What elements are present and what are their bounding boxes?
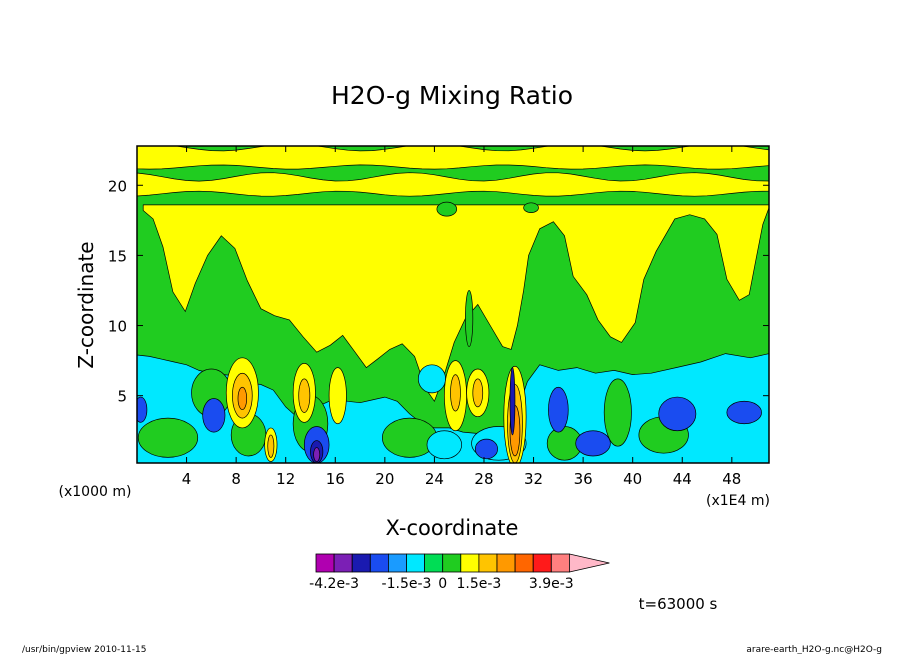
colorbar-swatch <box>550 553 570 573</box>
x-tick-label: 24 <box>425 470 444 488</box>
field-region <box>417 364 446 394</box>
field-region <box>237 386 248 411</box>
colorbar-tick-label: -1.5e-3 <box>382 576 432 592</box>
x-tick-label: 16 <box>326 470 345 488</box>
field-region <box>436 201 458 217</box>
colorbar-tick-label: 1.5e-3 <box>456 576 501 592</box>
x-tick-label: 8 <box>231 470 241 488</box>
field-region <box>658 396 697 432</box>
field-region <box>575 430 611 457</box>
x-tick-label: 48 <box>722 470 741 488</box>
y-axis-scale-label: (x1000 m) <box>59 484 132 500</box>
colorbar-swatch <box>442 553 462 573</box>
chart-title: H2O-g Mixing Ratio <box>331 81 573 110</box>
footer-right: arare-earth_H2O-g.nc@H2O-g <box>746 645 882 654</box>
colorbar-swatch <box>478 553 498 573</box>
field-region <box>298 378 311 413</box>
field-region <box>472 378 484 408</box>
y-tick-label: 15 <box>108 247 127 265</box>
footer-left: /usr/bin/gpview 2010-11-15 <box>22 645 146 654</box>
x-axis-scale-label: (x1E4 m) <box>706 493 770 509</box>
colorbar-tick-label: -4.2e-3 <box>309 576 359 592</box>
colorbar-tick-label: 0 <box>438 576 447 592</box>
x-tick-label: 40 <box>623 470 642 488</box>
colorbar <box>315 553 610 573</box>
field-region <box>465 290 474 347</box>
y-axis-label: Z-coordinate <box>74 241 98 368</box>
field-region <box>137 172 769 197</box>
x-tick-label: 36 <box>574 470 593 488</box>
field-region <box>726 400 762 425</box>
field-region <box>474 438 498 460</box>
field-region <box>548 386 569 433</box>
x-axis-label: X-coordinate <box>386 516 519 540</box>
colorbar-swatch <box>315 553 335 573</box>
mixing-ratio-field <box>137 146 769 463</box>
x-axis-ticks: 4 8 12 16 20 24 28 32 36 40 44 48 <box>182 146 741 488</box>
x-tick-label: 32 <box>524 470 543 488</box>
colorbar-extension-arrow <box>569 553 610 573</box>
field-region <box>137 417 199 458</box>
x-tick-label: 44 <box>673 470 692 488</box>
colorbar-swatch <box>387 553 407 573</box>
field-region <box>509 367 516 436</box>
colorbar-swatch <box>369 553 389 573</box>
colorbar-swatch <box>496 553 516 573</box>
y-tick-label: 5 <box>117 388 127 406</box>
colorbar-swatch <box>532 553 552 573</box>
colorbar-tick-label: 3.9e-3 <box>529 576 574 592</box>
field-region <box>202 398 226 433</box>
field-region <box>450 374 461 412</box>
y-tick-label: 10 <box>108 318 127 336</box>
colorbar-tick-labels: -4.2e-3 -1.5e-3 0 1.5e-3 3.9e-3 <box>309 576 574 592</box>
colorbar-swatch <box>406 553 426 573</box>
field-region <box>137 396 148 423</box>
field-region <box>267 434 275 458</box>
time-label: t=63000 s <box>639 595 718 613</box>
plot-frame <box>136 145 770 464</box>
field-region <box>142 204 769 403</box>
x-tick-label: 28 <box>474 470 493 488</box>
colorbar-swatch <box>351 553 371 573</box>
x-tick-label: 4 <box>182 470 192 488</box>
y-tick-label: 20 <box>108 177 127 195</box>
colorbar-swatch <box>333 553 353 573</box>
x-tick-label: 12 <box>276 470 295 488</box>
y-axis-ticks: 5 10 15 20 <box>108 177 769 406</box>
field-region <box>523 202 539 213</box>
x-tick-label: 20 <box>375 470 394 488</box>
field-region <box>328 367 347 425</box>
colorbar-swatch <box>424 553 444 573</box>
field-region <box>426 430 463 460</box>
field-region <box>313 447 321 462</box>
field-region <box>137 146 769 170</box>
colorbar-swatch <box>514 553 534 573</box>
field-region <box>603 378 632 447</box>
colorbar-swatch <box>460 553 480 573</box>
